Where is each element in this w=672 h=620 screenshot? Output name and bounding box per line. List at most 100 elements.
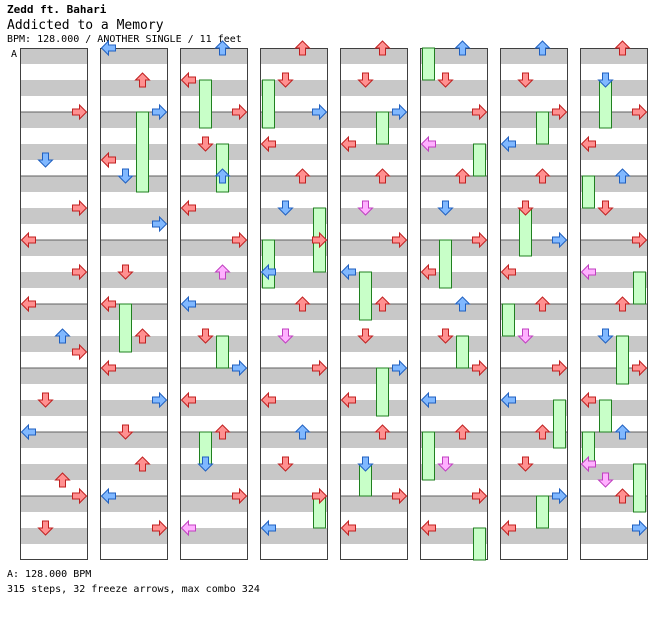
step-arrow [454, 296, 471, 312]
bpm-legend: A: 128.000 BPM [7, 569, 92, 580]
beat-stripe [420, 48, 488, 64]
step-arrow [100, 151, 116, 169]
step-arrow [534, 296, 551, 312]
freeze-arrow [422, 431, 435, 481]
beat-stripe [500, 368, 568, 384]
step-arrow [260, 135, 276, 153]
freeze-arrow [456, 335, 469, 369]
step-arrow [517, 456, 534, 472]
step-arrow [500, 391, 516, 409]
beat-stripe [260, 496, 328, 512]
beat-stripe [580, 368, 648, 384]
beat-stripe [500, 336, 568, 352]
beat-stripe [500, 176, 568, 192]
step-arrow [260, 391, 276, 409]
beat-stripe [20, 176, 88, 192]
step-arrow [614, 488, 631, 504]
chart-column [340, 48, 408, 560]
freeze-arrow [376, 111, 389, 145]
beat-stripe [20, 304, 88, 320]
column-border [20, 48, 88, 560]
beat-stripe [340, 368, 408, 384]
beat-stripe [580, 400, 648, 416]
column-border [260, 48, 328, 560]
step-arrow [152, 519, 168, 537]
beat-stripe [340, 144, 408, 160]
step-arrow [374, 40, 391, 56]
step-arrow [72, 199, 88, 217]
beat-stripe [580, 528, 648, 544]
beat-stripe [580, 176, 648, 192]
step-arrow [312, 359, 328, 377]
beat-stripe [180, 368, 248, 384]
step-arrow [580, 135, 596, 153]
freeze-arrow [536, 495, 549, 529]
beat-stripe [100, 336, 168, 352]
step-arrow [20, 423, 36, 441]
chart-columns [20, 48, 648, 560]
step-arrow [294, 296, 311, 312]
beat-stripe [420, 80, 488, 96]
step-arrow [534, 168, 551, 184]
beat-stripe [580, 432, 648, 448]
beat-stripe [260, 400, 328, 416]
step-arrow [180, 391, 196, 409]
step-arrow [72, 263, 88, 281]
beat-stripe [100, 432, 168, 448]
column-border [180, 48, 248, 560]
beat-stripe [500, 48, 568, 64]
step-arrow [232, 359, 248, 377]
step-arrow [437, 328, 454, 344]
step-arrow [614, 40, 631, 56]
step-arrow [614, 424, 631, 440]
step-arrow [134, 72, 151, 88]
step-arrow [517, 200, 534, 216]
beat-stripe [420, 176, 488, 192]
beat-stripe [580, 304, 648, 320]
beat-stripe [340, 208, 408, 224]
beat-stripe [20, 432, 88, 448]
beat-stripe [340, 432, 408, 448]
beat-stripe [260, 144, 328, 160]
beat-stripe [260, 112, 328, 128]
step-arrow [534, 424, 551, 440]
beat-stripe [420, 464, 488, 480]
freeze-arrow [216, 335, 229, 369]
step-arrow [100, 295, 116, 313]
step-arrow [597, 72, 614, 88]
step-arrow [552, 487, 568, 505]
column-border [580, 48, 648, 560]
step-arrow [357, 456, 374, 472]
beat-stripe [340, 336, 408, 352]
beat-stripe [340, 272, 408, 288]
step-arrow [632, 359, 648, 377]
beat-stripe [580, 336, 648, 352]
step-arrow [134, 456, 151, 472]
step-arrow [232, 103, 248, 121]
beat-stripe [180, 176, 248, 192]
beat-stripe [340, 80, 408, 96]
step-arrow [597, 328, 614, 344]
beat-stripe [100, 176, 168, 192]
beat-stripe [420, 400, 488, 416]
beat-stripe [100, 48, 168, 64]
beat-stripe [100, 368, 168, 384]
step-arrow [72, 487, 88, 505]
beat-stripe [500, 464, 568, 480]
step-arrow [20, 231, 36, 249]
beat-stripe [260, 208, 328, 224]
step-arrow [152, 391, 168, 409]
freeze-arrow [473, 527, 486, 561]
column-border [340, 48, 408, 560]
step-arrow [357, 328, 374, 344]
song-title: Addicted to a Memory [7, 18, 164, 33]
beat-stripe [100, 112, 168, 128]
beat-stripe [580, 80, 648, 96]
step-arrow [340, 391, 356, 409]
step-arrow [54, 472, 71, 488]
beat-stripe [420, 272, 488, 288]
beat-stripe [340, 112, 408, 128]
freeze-arrow [216, 143, 229, 193]
step-arrow [517, 328, 534, 344]
